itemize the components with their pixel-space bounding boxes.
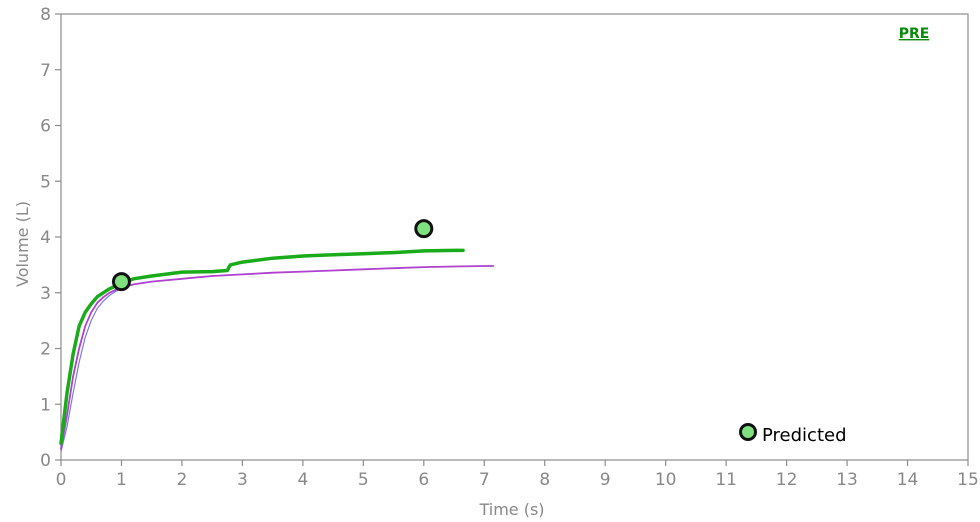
y-tick-label: 5	[40, 172, 51, 192]
legend: Predicted	[739, 423, 847, 446]
flow-volume-curve-1	[59, 248, 465, 446]
plot-area-border	[60, 13, 969, 461]
y-tick-label: 3	[40, 284, 51, 304]
y-tick-label: 1	[40, 395, 51, 415]
x-tick-label: 4	[297, 470, 308, 490]
predicted-markers	[111, 219, 434, 292]
x-tick-label: 3	[237, 470, 248, 490]
x-tick-label: 14	[897, 470, 919, 490]
y-tick-label: 4	[40, 228, 51, 248]
y-tick-label: 8	[40, 5, 51, 25]
x-tick-label: 12	[776, 470, 798, 490]
x-tick-label: 6	[418, 470, 429, 490]
x-tick-label: 0	[56, 470, 67, 490]
predicted-point	[414, 219, 434, 239]
x-tick-label: 13	[836, 470, 858, 490]
x-tick-label: 2	[177, 470, 188, 490]
y-tick-label: 6	[40, 117, 51, 137]
x-tick-label: 10	[655, 470, 677, 490]
x-tick-label: 7	[479, 470, 490, 490]
legend-predicted-label: Predicted	[762, 425, 847, 446]
y-axis-title: Volume (L)	[13, 201, 32, 287]
y-tick-label: 2	[40, 340, 51, 360]
x-axis-ticks: 0 1 2 3 4 5 6 7 8 9 10 11 12 13 14 15	[56, 460, 979, 490]
plot-frame	[60, 13, 969, 461]
legend-predicted-marker	[739, 423, 757, 441]
x-axis-title: Time (s)	[478, 500, 544, 519]
y-tick-label: 7	[40, 61, 51, 81]
predicted-point	[111, 272, 131, 292]
x-tick-label: 15	[957, 470, 979, 490]
y-axis-ticks: 0 1 2 3 4 5 6 7 8	[40, 5, 61, 471]
x-tick-label: 5	[358, 470, 369, 490]
x-tick-label: 1	[116, 470, 127, 490]
x-tick-label: 8	[539, 470, 550, 490]
pre-tag-link[interactable]: PRE	[899, 26, 930, 42]
x-tick-label: 11	[715, 470, 737, 490]
y-tick-label: 0	[40, 451, 51, 471]
flow-volume-curve-2	[60, 265, 495, 450]
x-tick-label: 9	[600, 470, 611, 490]
